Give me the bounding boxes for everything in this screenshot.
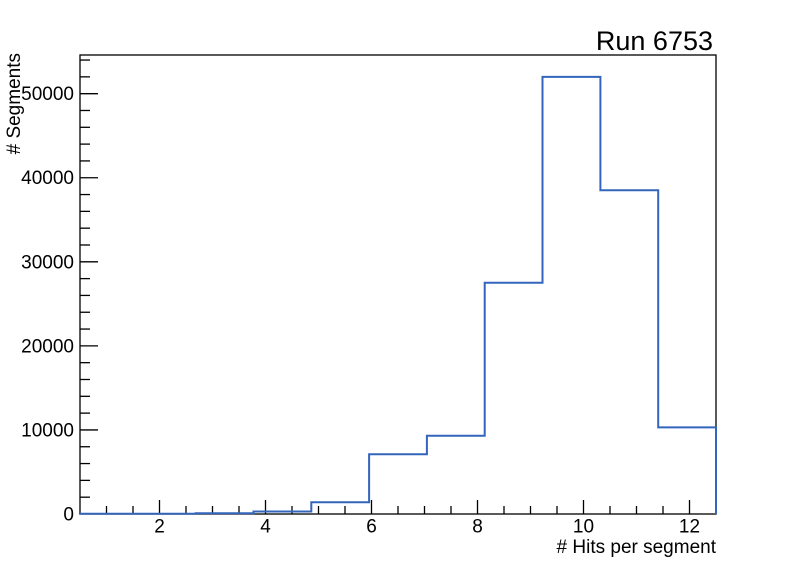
y-axis-title: # Segments [4, 53, 25, 154]
plot-title: Run 6753 [596, 26, 713, 56]
y-tick-label: 40000 [21, 168, 74, 189]
y-axis-labels: 0 10000 20000 30000 40000 50000 [21, 84, 74, 525]
x-tick-label: 8 [472, 517, 483, 538]
y-tick-label: 30000 [21, 252, 74, 273]
x-tick-label: 12 [679, 517, 700, 538]
y-tick-label: 50000 [21, 84, 74, 105]
y-tick-label: 20000 [21, 336, 74, 357]
x-tick-label: 4 [260, 517, 271, 538]
x-tick-label: 10 [573, 517, 594, 538]
y-tick-label: 0 [63, 505, 74, 526]
y-tick-label: 10000 [21, 420, 74, 441]
x-tick-label: 2 [154, 517, 165, 538]
plot-frame [79, 54, 717, 515]
x-axis-title: # Hits per segment [557, 537, 717, 558]
y-axis-ticks [80, 59, 98, 498]
x-axis-labels: 2 4 6 8 10 12 [154, 517, 700, 538]
x-axis-ticks [105, 500, 691, 514]
histogram-line [80, 75, 717, 515]
x-tick-label: 6 [366, 517, 377, 538]
